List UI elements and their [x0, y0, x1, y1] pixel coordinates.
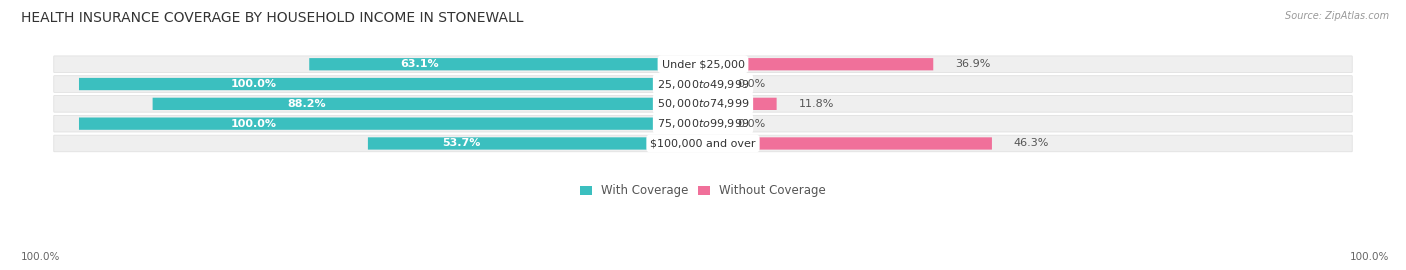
FancyBboxPatch shape — [53, 76, 1353, 92]
FancyBboxPatch shape — [53, 96, 1353, 112]
FancyBboxPatch shape — [309, 58, 703, 70]
Text: Source: ZipAtlas.com: Source: ZipAtlas.com — [1285, 11, 1389, 21]
Text: 46.3%: 46.3% — [1014, 139, 1049, 148]
Text: 100.0%: 100.0% — [231, 79, 277, 89]
Legend: With Coverage, Without Coverage: With Coverage, Without Coverage — [579, 184, 827, 197]
Text: $25,000 to $49,999: $25,000 to $49,999 — [657, 77, 749, 90]
FancyBboxPatch shape — [368, 137, 703, 150]
Text: 36.9%: 36.9% — [955, 59, 990, 69]
FancyBboxPatch shape — [53, 135, 1353, 152]
Text: 53.7%: 53.7% — [443, 139, 481, 148]
Text: 11.8%: 11.8% — [799, 99, 834, 109]
FancyBboxPatch shape — [703, 58, 934, 70]
FancyBboxPatch shape — [703, 137, 991, 150]
FancyBboxPatch shape — [79, 117, 703, 130]
Text: 0.0%: 0.0% — [737, 119, 766, 129]
Text: 100.0%: 100.0% — [1350, 252, 1389, 262]
Text: 100.0%: 100.0% — [21, 252, 60, 262]
Text: $75,000 to $99,999: $75,000 to $99,999 — [657, 117, 749, 130]
Text: 100.0%: 100.0% — [231, 119, 277, 129]
FancyBboxPatch shape — [703, 98, 776, 110]
FancyBboxPatch shape — [153, 98, 703, 110]
FancyBboxPatch shape — [53, 115, 1353, 132]
Text: $50,000 to $74,999: $50,000 to $74,999 — [657, 97, 749, 110]
Text: 63.1%: 63.1% — [401, 59, 439, 69]
FancyBboxPatch shape — [53, 56, 1353, 73]
FancyBboxPatch shape — [79, 78, 703, 90]
Text: HEALTH INSURANCE COVERAGE BY HOUSEHOLD INCOME IN STONEWALL: HEALTH INSURANCE COVERAGE BY HOUSEHOLD I… — [21, 11, 523, 25]
Text: Under $25,000: Under $25,000 — [661, 59, 745, 69]
Text: $100,000 and over: $100,000 and over — [650, 139, 756, 148]
Text: 0.0%: 0.0% — [737, 79, 766, 89]
Text: 88.2%: 88.2% — [287, 99, 326, 109]
